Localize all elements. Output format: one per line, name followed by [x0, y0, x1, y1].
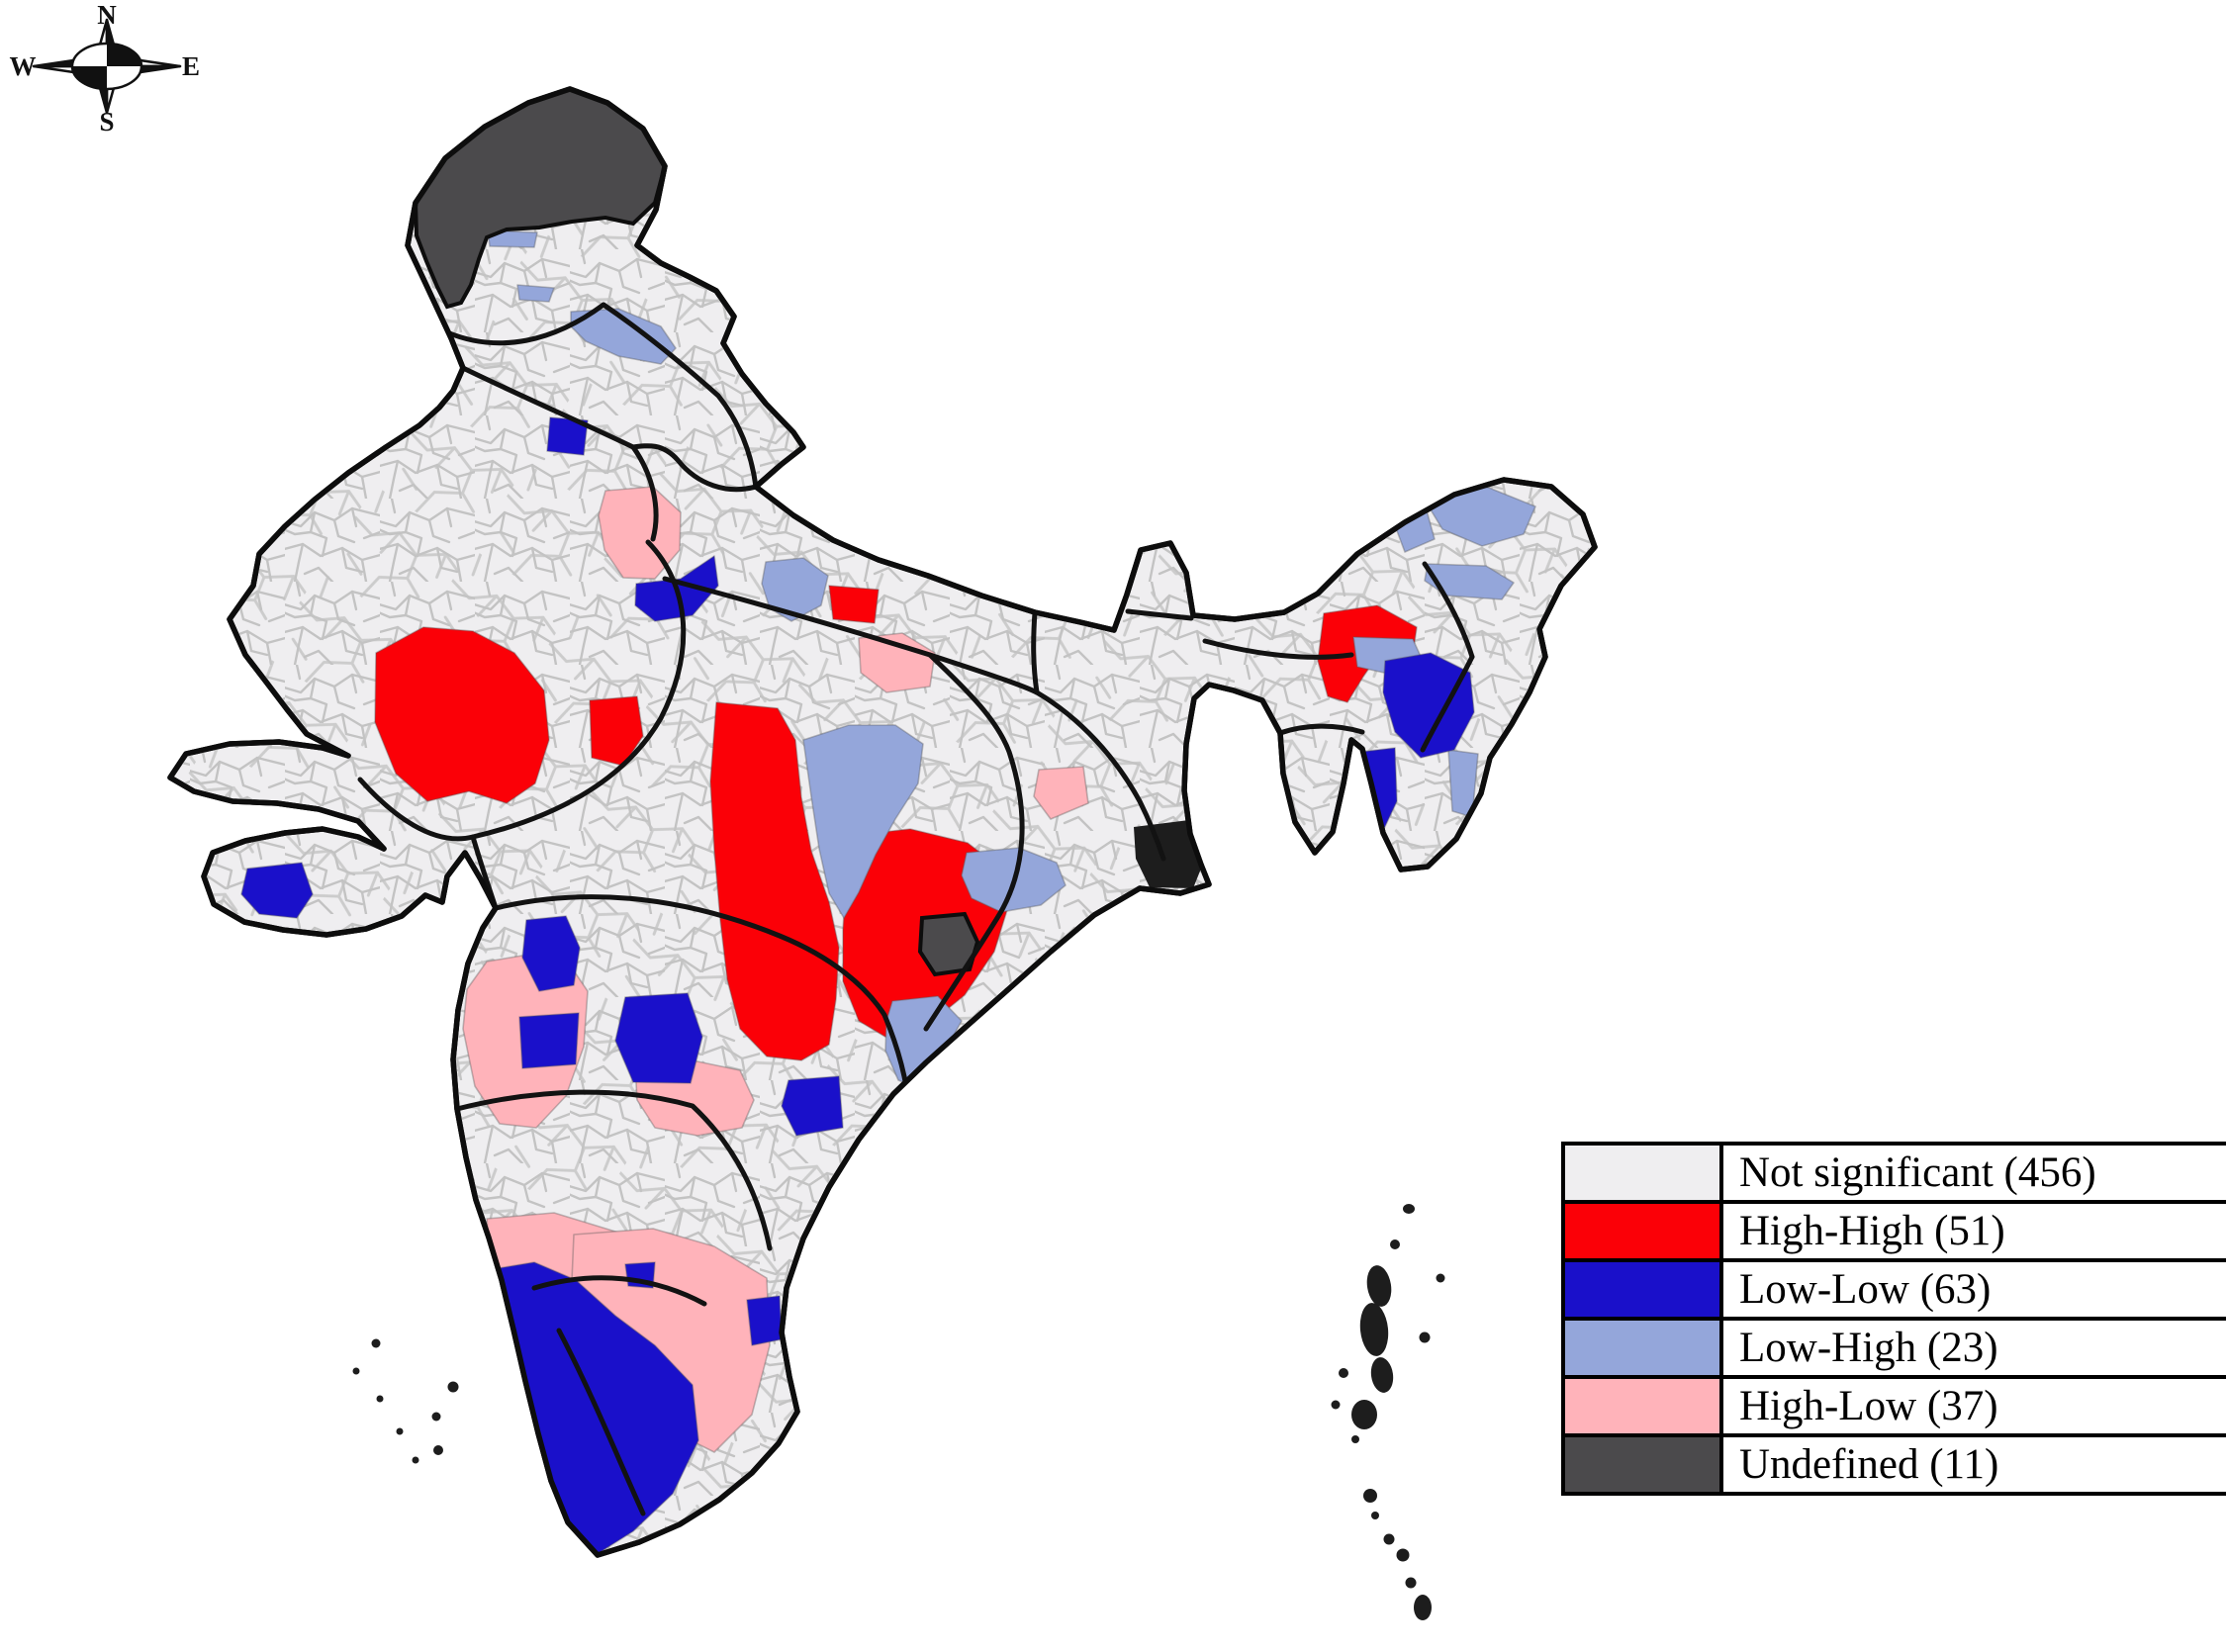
- cluster-undefined-odisha: [917, 911, 980, 977]
- legend-swatch-undefined: [1565, 1437, 1723, 1492]
- legend-row-undefined: Undefined (11): [1565, 1437, 2226, 1492]
- cluster-high-high-gwalior: [828, 585, 880, 624]
- cluster-low-high-uttarakhand: [761, 557, 829, 622]
- cluster-low-low-nagaland-manipur: [1382, 652, 1475, 759]
- compass-hub-sw-quadrant: [72, 66, 107, 89]
- cluster-low-high-himachal: [570, 308, 677, 365]
- cluster-low-high-central-mp: [802, 724, 924, 919]
- legend-label-not-significant: Not significant (456): [1739, 1149, 2096, 1196]
- cluster-low-low-north-maharashtra: [521, 915, 581, 992]
- cluster-high-high-rajasthan: [374, 626, 550, 804]
- cluster-low-low-telangana: [614, 992, 703, 1084]
- legend-label-low-low: Low-Low (63): [1739, 1266, 1992, 1313]
- map-legend: Not significant (456) High-High (51) Low…: [1561, 1142, 2226, 1496]
- compass-label-south: S: [99, 107, 114, 137]
- legend-swatch-low-high: [1565, 1321, 1723, 1375]
- cluster-high-high-west-mp: [709, 701, 840, 1061]
- compass-rose: [32, 18, 182, 115]
- legend-label-low-high: Low-High (23): [1739, 1325, 1998, 1371]
- legend-swatch-not-significant: [1565, 1146, 1723, 1200]
- legend-swatch-low-low: [1565, 1262, 1723, 1317]
- clusters-low-low: [240, 416, 1475, 1554]
- cluster-low-low-marathwada: [518, 1012, 580, 1069]
- legend-swatch-high-low: [1565, 1379, 1723, 1433]
- clusters-undefined: [413, 89, 1205, 977]
- legend-row-low-low: Low-Low (63): [1565, 1262, 2226, 1321]
- sundarbans-delta: [1134, 819, 1205, 888]
- cluster-low-low-east-telangana: [781, 1075, 844, 1137]
- cluster-high-high-kota: [589, 695, 644, 767]
- compass-label-east: E: [182, 51, 200, 81]
- clusters-high-low: [462, 486, 1089, 1453]
- legend-row-high-high: High-High (51): [1565, 1204, 2226, 1262]
- cluster-high-low-jharkhand: [1033, 766, 1089, 820]
- legend-row-not-significant: Not significant (456): [1565, 1146, 2226, 1204]
- cluster-low-low-saurashtra: [240, 862, 314, 919]
- legend-label-high-high: High-High (51): [1739, 1208, 2005, 1254]
- cluster-layer: [240, 89, 1536, 1554]
- legend-label-undefined: Undefined (11): [1739, 1441, 1999, 1488]
- cluster-low-low-tn-coast: [746, 1295, 783, 1346]
- legend-swatch-high-high: [1565, 1204, 1723, 1258]
- compass-label-north: N: [97, 0, 117, 30]
- andaman-nicobar-islands: [1331, 1204, 1445, 1620]
- cluster-low-high-assam-valley: [1424, 563, 1515, 600]
- cluster-low-high-kashmir-valley: [487, 229, 538, 248]
- legend-row-low-high: Low-High (23): [1565, 1321, 2226, 1379]
- compass-label-west: W: [10, 51, 37, 81]
- state-boundaries: [357, 302, 1475, 1516]
- legend-label-high-low: High-Low (37): [1739, 1383, 1998, 1429]
- compass-hub-ne-quadrant: [107, 44, 141, 66]
- lakshadweep-islands: [352, 1338, 459, 1464]
- clusters-low-high: [487, 229, 1536, 1089]
- cluster-low-high-himachal-west: [516, 284, 555, 303]
- legend-row-high-low: High-Low (37): [1565, 1379, 2226, 1437]
- cluster-low-low-goa: [422, 1139, 466, 1210]
